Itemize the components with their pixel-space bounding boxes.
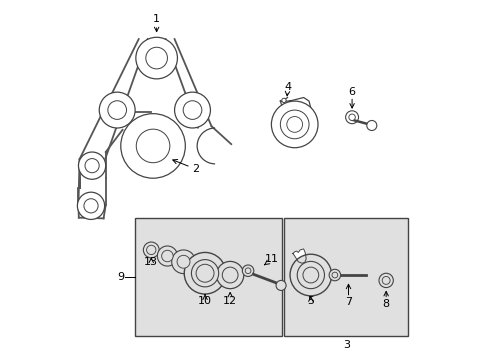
- Ellipse shape: [146, 245, 156, 255]
- Ellipse shape: [136, 129, 169, 163]
- Ellipse shape: [77, 192, 104, 220]
- Ellipse shape: [191, 260, 218, 287]
- Ellipse shape: [196, 264, 214, 282]
- Ellipse shape: [177, 255, 190, 268]
- Polygon shape: [278, 98, 310, 123]
- Ellipse shape: [378, 273, 392, 288]
- Ellipse shape: [297, 261, 324, 289]
- Text: 12: 12: [223, 296, 237, 306]
- Ellipse shape: [382, 276, 389, 284]
- Text: 11: 11: [264, 254, 278, 264]
- Ellipse shape: [157, 246, 177, 266]
- Bar: [284, 218, 407, 336]
- Ellipse shape: [183, 101, 202, 120]
- Text: 9: 9: [117, 272, 124, 282]
- Ellipse shape: [348, 114, 355, 121]
- Text: 5: 5: [307, 296, 314, 306]
- Ellipse shape: [108, 101, 126, 120]
- Ellipse shape: [84, 199, 98, 213]
- Ellipse shape: [121, 114, 185, 178]
- Bar: [135, 218, 282, 336]
- Ellipse shape: [276, 280, 285, 291]
- Ellipse shape: [78, 152, 105, 179]
- Polygon shape: [292, 249, 305, 263]
- Ellipse shape: [162, 250, 173, 262]
- Ellipse shape: [85, 158, 99, 173]
- Ellipse shape: [286, 117, 302, 132]
- Text: 8: 8: [382, 299, 389, 309]
- Ellipse shape: [303, 267, 318, 283]
- Ellipse shape: [289, 254, 331, 296]
- Ellipse shape: [136, 37, 177, 79]
- Ellipse shape: [184, 252, 225, 294]
- Ellipse shape: [171, 250, 195, 274]
- Text: 4: 4: [284, 82, 290, 92]
- Text: 10: 10: [197, 296, 211, 306]
- Ellipse shape: [366, 121, 376, 131]
- Ellipse shape: [244, 268, 250, 274]
- Ellipse shape: [216, 261, 244, 289]
- Ellipse shape: [174, 92, 210, 128]
- Ellipse shape: [143, 242, 159, 258]
- Text: 2: 2: [192, 164, 199, 174]
- Ellipse shape: [271, 101, 317, 148]
- Ellipse shape: [280, 110, 308, 139]
- Text: 7: 7: [344, 297, 351, 307]
- Ellipse shape: [328, 269, 340, 281]
- Ellipse shape: [242, 265, 253, 276]
- Ellipse shape: [99, 92, 135, 128]
- Text: 13: 13: [144, 257, 158, 267]
- Ellipse shape: [345, 111, 358, 124]
- Text: 6: 6: [348, 87, 355, 97]
- Text: 1: 1: [153, 14, 160, 24]
- Ellipse shape: [145, 47, 167, 69]
- Ellipse shape: [281, 98, 285, 103]
- Ellipse shape: [331, 272, 337, 278]
- Ellipse shape: [222, 267, 238, 283]
- Text: 3: 3: [343, 340, 349, 350]
